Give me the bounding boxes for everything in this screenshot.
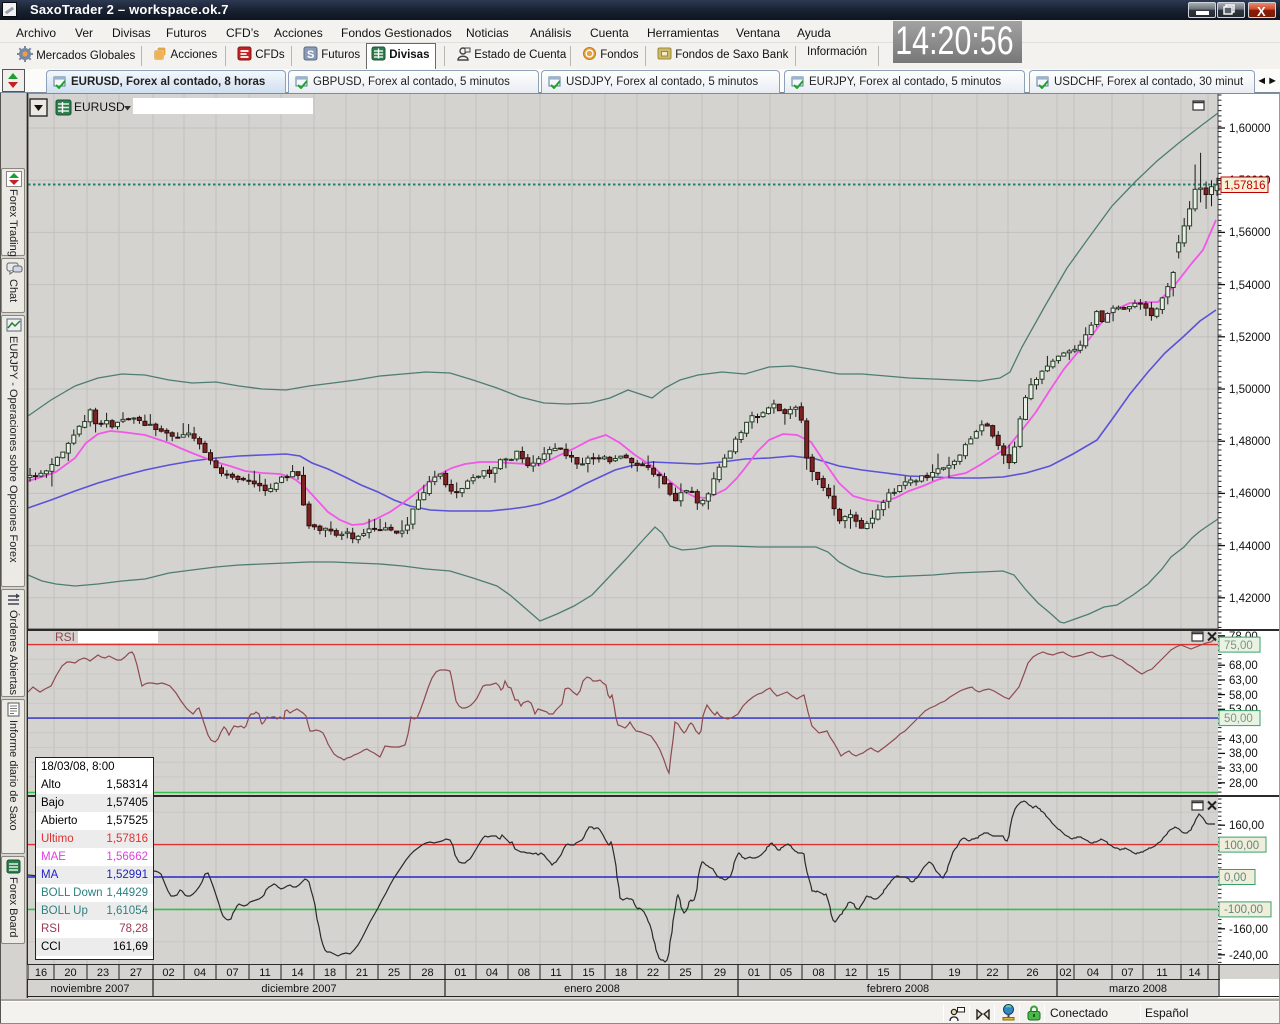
svg-text:19: 19 xyxy=(948,967,960,979)
svg-text:noviembre 2007: noviembre 2007 xyxy=(51,983,130,995)
svg-text:08: 08 xyxy=(518,967,530,979)
svg-text:1,57816: 1,57816 xyxy=(1224,180,1266,192)
svg-text:11: 11 xyxy=(550,967,561,979)
svg-text:12: 12 xyxy=(845,967,857,979)
svg-text:11: 11 xyxy=(259,967,270,979)
svg-text:28,00: 28,00 xyxy=(1229,778,1258,790)
svg-text:25: 25 xyxy=(679,967,691,979)
svg-text:29: 29 xyxy=(714,967,726,979)
svg-text:04: 04 xyxy=(1087,967,1099,979)
svg-text:1,52000: 1,52000 xyxy=(1229,332,1271,344)
svg-text:14: 14 xyxy=(291,967,303,979)
svg-text:1,54000: 1,54000 xyxy=(1229,280,1271,292)
svg-text:marzo 2008: marzo 2008 xyxy=(1109,983,1167,995)
svg-text:-100,00: -100,00 xyxy=(1224,904,1263,916)
svg-text:02: 02 xyxy=(162,967,174,979)
svg-text:1,50000: 1,50000 xyxy=(1229,384,1271,396)
svg-text:26: 26 xyxy=(1026,967,1038,979)
svg-text:1,44000: 1,44000 xyxy=(1229,541,1271,553)
svg-text:04: 04 xyxy=(194,967,206,979)
svg-text:05: 05 xyxy=(780,967,792,979)
svg-text:1,48000: 1,48000 xyxy=(1229,436,1271,448)
svg-text:25: 25 xyxy=(388,967,400,979)
svg-text:38,00: 38,00 xyxy=(1229,748,1258,760)
svg-text:1,46000: 1,46000 xyxy=(1229,488,1271,500)
svg-text:58,00: 58,00 xyxy=(1229,690,1258,702)
svg-text:04: 04 xyxy=(486,967,498,979)
svg-text:1,60000: 1,60000 xyxy=(1229,123,1271,135)
svg-text:01: 01 xyxy=(748,967,760,979)
svg-text:15: 15 xyxy=(582,967,594,979)
svg-text:22: 22 xyxy=(986,967,998,979)
svg-text:0,00: 0,00 xyxy=(1224,872,1246,884)
svg-text:02: 02 xyxy=(1059,967,1071,979)
svg-text:20: 20 xyxy=(64,967,76,979)
svg-text:23: 23 xyxy=(97,967,109,979)
svg-text:diciembre 2007: diciembre 2007 xyxy=(261,983,336,995)
svg-text:28: 28 xyxy=(421,967,433,979)
svg-text:14: 14 xyxy=(1188,967,1200,979)
svg-text:-240,00: -240,00 xyxy=(1229,950,1268,962)
svg-text:18: 18 xyxy=(615,967,627,979)
svg-text:68,00: 68,00 xyxy=(1229,660,1258,672)
svg-text:08: 08 xyxy=(812,967,824,979)
svg-text:33,00: 33,00 xyxy=(1229,763,1258,775)
svg-text:-160,00: -160,00 xyxy=(1229,924,1268,936)
svg-text:RSI: RSI xyxy=(55,630,75,644)
svg-text:63,00: 63,00 xyxy=(1229,675,1258,687)
svg-text:100,00: 100,00 xyxy=(1224,840,1259,852)
svg-text:50,00: 50,00 xyxy=(1224,713,1253,725)
svg-text:EURUSD: EURUSD xyxy=(74,100,125,114)
svg-text:160,00: 160,00 xyxy=(1229,820,1264,832)
svg-text:S: S xyxy=(307,49,314,61)
svg-text:07: 07 xyxy=(1121,967,1133,979)
svg-text:1,42000: 1,42000 xyxy=(1229,593,1271,605)
svg-text:43,00: 43,00 xyxy=(1229,734,1258,746)
svg-text:enero 2008: enero 2008 xyxy=(564,983,620,995)
svg-text:18: 18 xyxy=(324,967,336,979)
svg-text:21: 21 xyxy=(356,967,368,979)
svg-text:1,56000: 1,56000 xyxy=(1229,227,1271,239)
svg-text:15: 15 xyxy=(877,967,889,979)
svg-text:16: 16 xyxy=(35,967,47,979)
svg-text:27: 27 xyxy=(130,967,142,979)
svg-text:75,00: 75,00 xyxy=(1224,640,1253,652)
svg-text:11: 11 xyxy=(1156,967,1167,979)
svg-text:07: 07 xyxy=(226,967,238,979)
svg-text:01: 01 xyxy=(454,967,466,979)
svg-text:22: 22 xyxy=(647,967,659,979)
svg-text:febrero 2008: febrero 2008 xyxy=(867,983,929,995)
